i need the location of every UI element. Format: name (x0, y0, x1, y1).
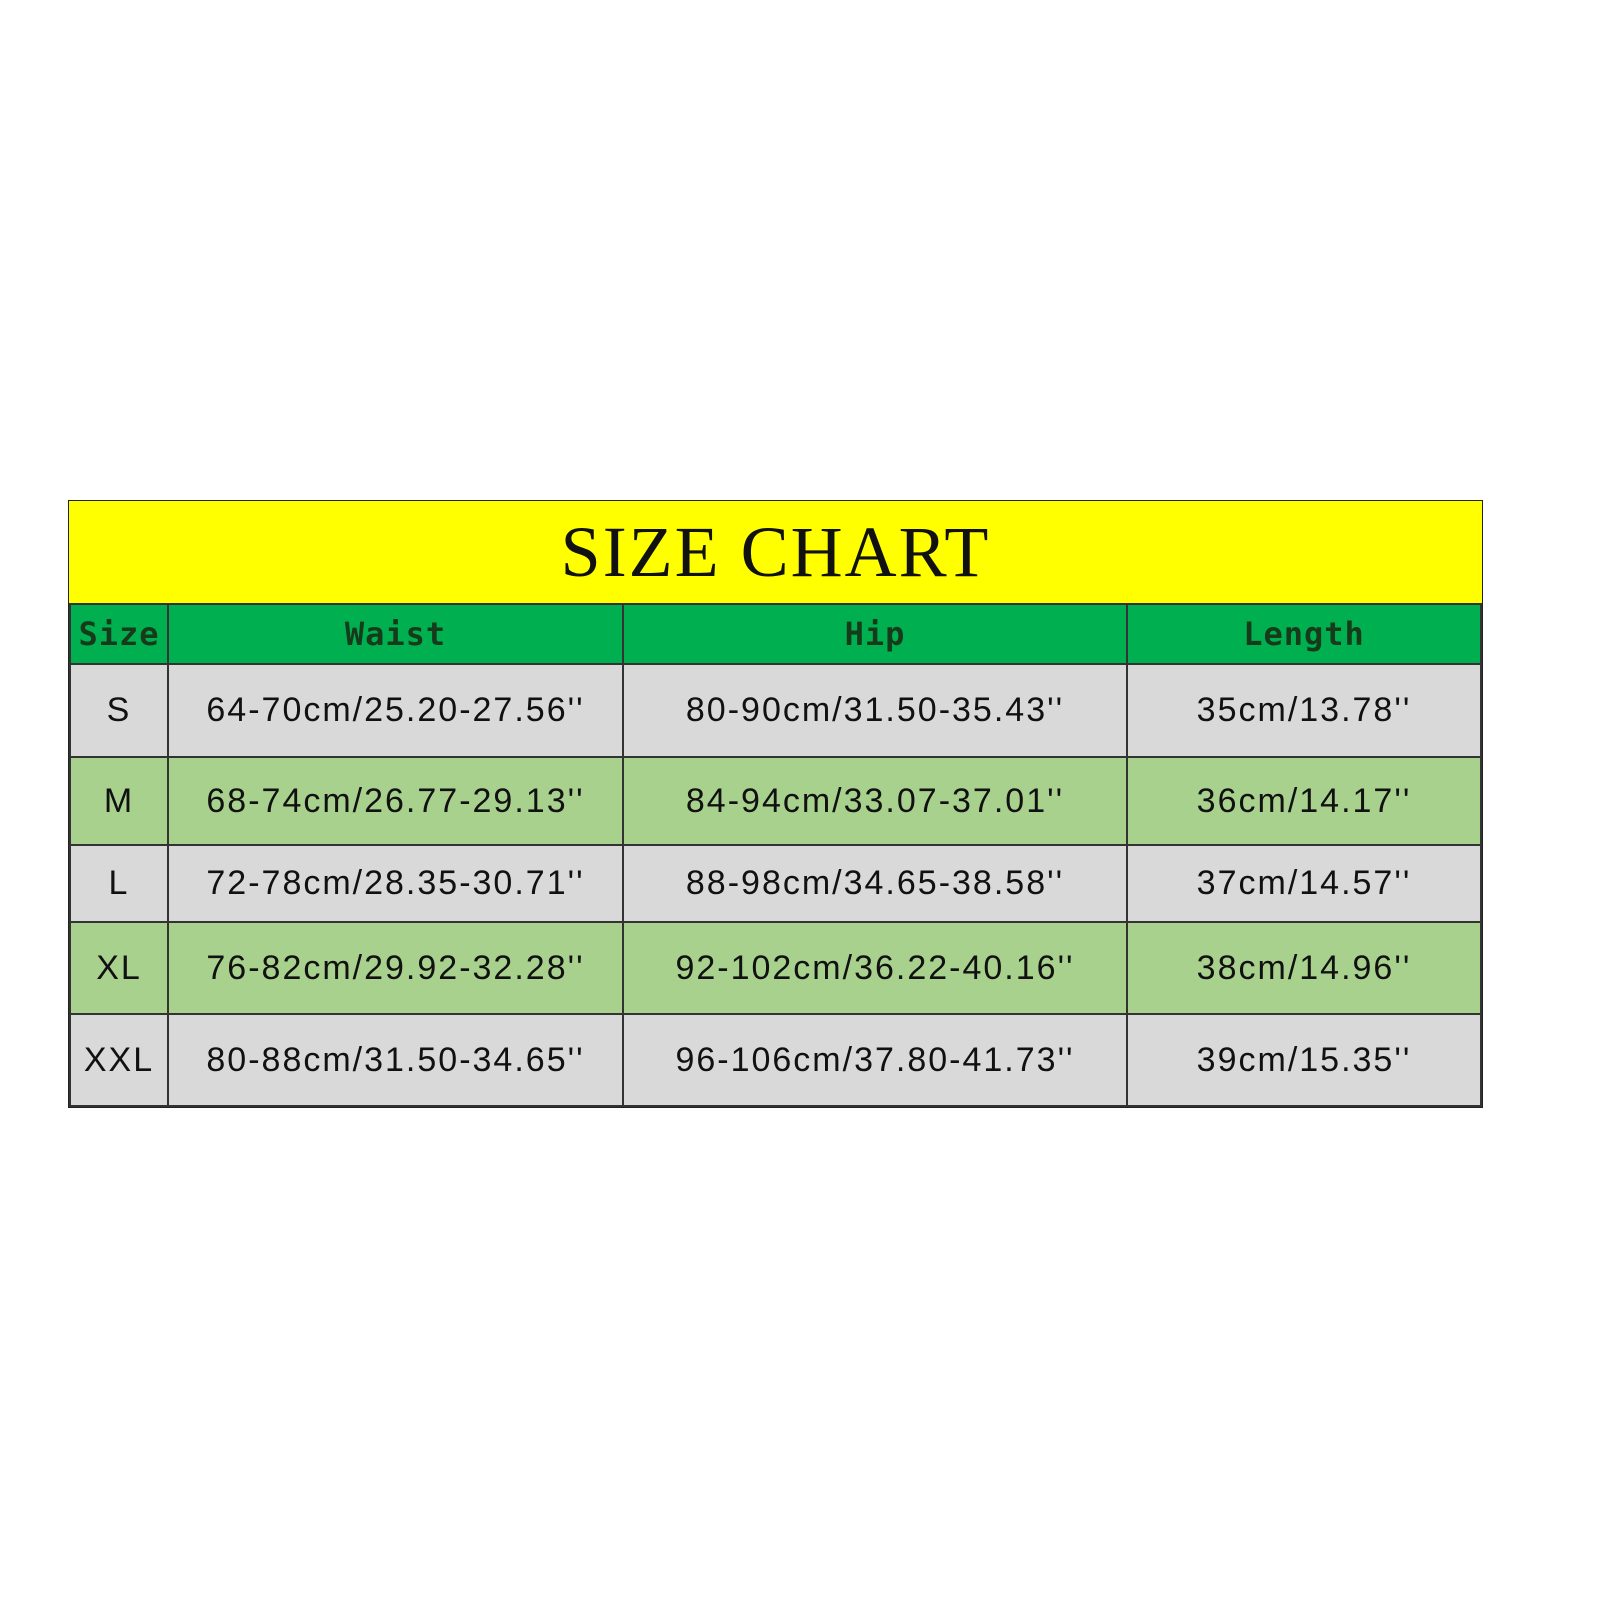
table-row: L 72-78cm/28.35-30.71'' 88-98cm/34.65-38.5… (69, 844, 1482, 923)
header-length: Length (1126, 605, 1482, 665)
cell-hip: 84-94cm/33.07-37.01'' (622, 756, 1128, 846)
table-row: XL 76-82cm/29.92-32.28'' 92-102cm/36.22-40… (69, 921, 1482, 1015)
cell-hip: 80-90cm/31.50-35.43'' (622, 663, 1128, 758)
size-chart: SIZE CHART Size Waist Hip Length S 64-70c… (68, 500, 1483, 1108)
cell-waist: 68-74cm/26.77-29.13'' (167, 756, 624, 846)
cell-size: M (69, 756, 169, 846)
cell-length: 39cm/15.35'' (1126, 1013, 1482, 1107)
chart-title: SIZE CHART (69, 501, 1482, 605)
header-row: Size Waist Hip Length (69, 605, 1482, 665)
cell-waist: 72-78cm/28.35-30.71'' (167, 844, 624, 923)
cell-length: 35cm/13.78'' (1126, 663, 1482, 758)
cell-hip: 96-106cm/37.80-41.73'' (622, 1013, 1128, 1107)
cell-size: L (69, 844, 169, 923)
cell-length: 37cm/14.57'' (1126, 844, 1482, 923)
header-size: Size (69, 605, 169, 665)
cell-waist: 76-82cm/29.92-32.28'' (167, 921, 624, 1015)
table-row: XXL 80-88cm/31.50-34.65'' 96-106cm/37.80-4… (69, 1013, 1482, 1107)
cell-size: XL (69, 921, 169, 1015)
table-row: M 68-74cm/26.77-29.13'' 84-94cm/33.07-37.0… (69, 756, 1482, 846)
size-table: Size Waist Hip Length S 64-70cm/25.20-27.… (69, 605, 1482, 1107)
header-waist: Waist (167, 605, 624, 665)
cell-length: 38cm/14.96'' (1126, 921, 1482, 1015)
cell-waist: 64-70cm/25.20-27.56'' (167, 663, 624, 758)
header-hip: Hip (622, 605, 1128, 665)
table-row: S 64-70cm/25.20-27.56'' 80-90cm/31.50-35.4… (69, 663, 1482, 758)
cell-waist: 80-88cm/31.50-34.65'' (167, 1013, 624, 1107)
cell-size: S (69, 663, 169, 758)
cell-length: 36cm/14.17'' (1126, 756, 1482, 846)
cell-size: XXL (69, 1013, 169, 1107)
cell-hip: 88-98cm/34.65-38.58'' (622, 844, 1128, 923)
cell-hip: 92-102cm/36.22-40.16'' (622, 921, 1128, 1015)
